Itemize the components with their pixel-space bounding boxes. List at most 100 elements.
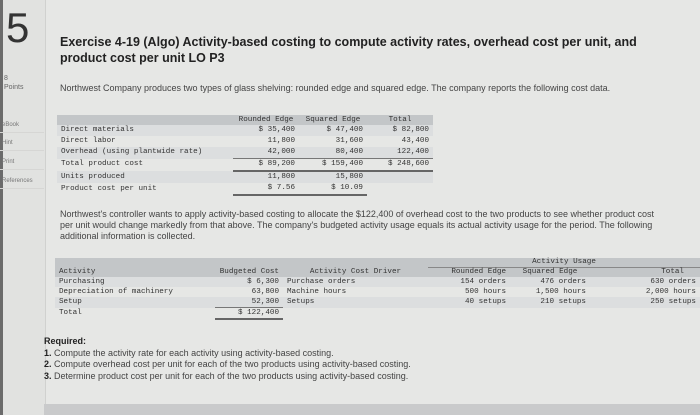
total-usage: 2,000 hours	[645, 288, 696, 296]
rounded-value: $ 89,200	[233, 158, 299, 172]
total-usage: 250 setups	[590, 297, 700, 308]
squared-usage: 476 orders	[510, 277, 590, 287]
activity-group-header: Activity Usage	[55, 258, 700, 268]
rounded-usage: 40 setups	[428, 297, 510, 308]
references-link[interactable]: References	[0, 174, 44, 189]
activity-usage-header: Activity Usage	[428, 258, 700, 268]
required-section: Required: 1. Compute the activity rate f…	[44, 336, 544, 382]
cost-table: Rounded Edge Squared Edge Total Direct m…	[57, 115, 433, 196]
total-value	[367, 171, 433, 183]
header-rounded-edge: Rounded Edge	[428, 267, 510, 277]
row-label: Direct materials	[57, 125, 233, 136]
total-usage	[590, 308, 700, 320]
header-activity: Activity	[55, 267, 215, 277]
budgeted-cost: 52,300	[215, 297, 283, 308]
rounded-value: $ 35,400	[233, 125, 299, 136]
table-row: Direct labor 11,800 31,600 43,400	[57, 136, 433, 147]
activity-table: Activity Usage Activity Budgeted Cost Ac…	[55, 258, 700, 320]
row-label: Overhead (using plantwide rate)	[57, 147, 233, 159]
table-row: Total $ 122,400	[55, 307, 700, 320]
required-item: 3. Determine product cost per unit for e…	[44, 371, 544, 383]
rounded-usage: 500 hours	[464, 288, 506, 296]
table-row: Direct materials $ 35,400 $ 47,400 $ 82,…	[57, 125, 433, 136]
table-row: Purchasing $ 6,300 Purchase orders 154 o…	[55, 277, 700, 287]
row-label: Direct labor	[61, 137, 116, 145]
total-value: 122,400	[367, 147, 433, 159]
squared-value: 80,400	[299, 147, 367, 159]
hint-link[interactable]: Hint	[0, 136, 44, 151]
header-rounded: Rounded Edge	[233, 115, 299, 125]
squared-value: $ 159,400	[299, 158, 367, 172]
header-total: Total	[367, 115, 433, 125]
cost-driver: Setups	[283, 297, 428, 308]
squared-usage	[510, 308, 590, 320]
table-row: Depreciation of machinery 63,800 Machine…	[55, 287, 700, 297]
rail-edge	[0, 0, 3, 415]
total-value: 43,400	[401, 137, 429, 145]
required-item: 1. Compute the activity rate for each ac…	[44, 348, 544, 360]
print-link[interactable]: Print	[0, 155, 44, 170]
item-number: 2.	[44, 359, 52, 369]
total-value: $ 82,800	[367, 125, 433, 136]
intro-text: Northwest Company produces two types of …	[60, 83, 611, 93]
budgeted-cost: $ 6,300	[215, 277, 283, 287]
required-heading: Required:	[44, 336, 87, 346]
row-label: Units produced	[57, 171, 233, 183]
budgeted-cost: $ 122,400	[215, 307, 283, 320]
squared-usage: 210 setups	[510, 297, 590, 308]
activity-name: Setup	[55, 297, 215, 308]
item-text: Compute overhead cost per unit for each …	[54, 359, 411, 369]
controller-paragraph: Northwest's controller wants to apply ac…	[60, 209, 655, 241]
total-usage: 630 orders	[590, 277, 700, 287]
cost-driver	[283, 308, 428, 320]
ebook-link[interactable]: eBook	[0, 118, 44, 133]
table-row: Product cost per unit $ 7.56 $ 10.09	[57, 183, 433, 196]
header-budgeted-cost: Budgeted Cost	[215, 267, 283, 277]
points-label: 8 Points	[4, 74, 23, 92]
rounded-usage	[428, 308, 510, 320]
table-row: Total product cost $ 89,200 $ 159,400 $ …	[57, 158, 433, 172]
squared-value: $ 47,400	[299, 125, 367, 136]
group-header-blank	[55, 258, 428, 268]
row-label: Total product cost	[61, 160, 144, 169]
row-label: Product cost per unit	[61, 184, 157, 193]
question-number: 5	[6, 4, 30, 51]
header-blank	[57, 115, 233, 125]
left-rail: 5 8 Points eBook Hint Print References	[0, 0, 46, 415]
item-number: 3.	[44, 370, 52, 381]
activity-table-header: Activity Budgeted Cost Activity Cost Dri…	[55, 267, 700, 277]
total-value: $ 248,600	[367, 158, 433, 172]
table-row: Units produced 11,800 15,800	[57, 171, 433, 183]
activity-name: Purchasing	[55, 277, 215, 287]
required-item: 2. Compute overhead cost per unit for ea…	[44, 359, 544, 371]
squared-value: $ 10.09	[299, 183, 367, 196]
rounded-value: 42,000	[233, 147, 299, 159]
squared-usage: 1,500 hours	[535, 288, 586, 296]
header-total: Total	[590, 267, 700, 277]
header-squared-edge: Squared Edge	[510, 267, 590, 277]
exercise-title: Exercise 4-19 (Algo) Activity-based cost…	[60, 35, 637, 65]
activity-name: Total	[59, 309, 82, 318]
squared-value: 31,600	[335, 137, 363, 145]
header-cost-driver: Activity Cost Driver	[283, 267, 428, 277]
activity-name: Depreciation of machinery	[59, 288, 173, 296]
cost-driver: Machine hours	[287, 288, 347, 296]
bottom-tab-bar	[44, 404, 700, 415]
cost-driver: Purchase orders	[283, 277, 428, 287]
rounded-value: 11,800	[233, 171, 299, 183]
item-text: Determine product cost per unit for each…	[54, 370, 409, 381]
item-text: Compute the activity rate for each activ…	[54, 347, 334, 358]
rounded-usage: 154 orders	[428, 277, 510, 287]
budgeted-cost: 63,800	[251, 288, 279, 296]
rounded-value: 11,800	[267, 137, 295, 145]
total-value	[367, 183, 433, 195]
header-squared: Squared Edge	[299, 115, 367, 125]
table-row: Overhead (using plantwide rate) 42,000 8…	[57, 147, 433, 159]
item-number: 1.	[44, 347, 52, 358]
table-row: Setup 52,300 Setups 40 setups 210 setups…	[55, 297, 700, 308]
rounded-value: $ 7.56	[233, 183, 299, 196]
cost-table-header: Rounded Edge Squared Edge Total	[57, 115, 433, 125]
points-value: 8	[4, 75, 8, 82]
squared-value: 15,800	[299, 171, 367, 183]
points-text: Points	[4, 84, 24, 91]
